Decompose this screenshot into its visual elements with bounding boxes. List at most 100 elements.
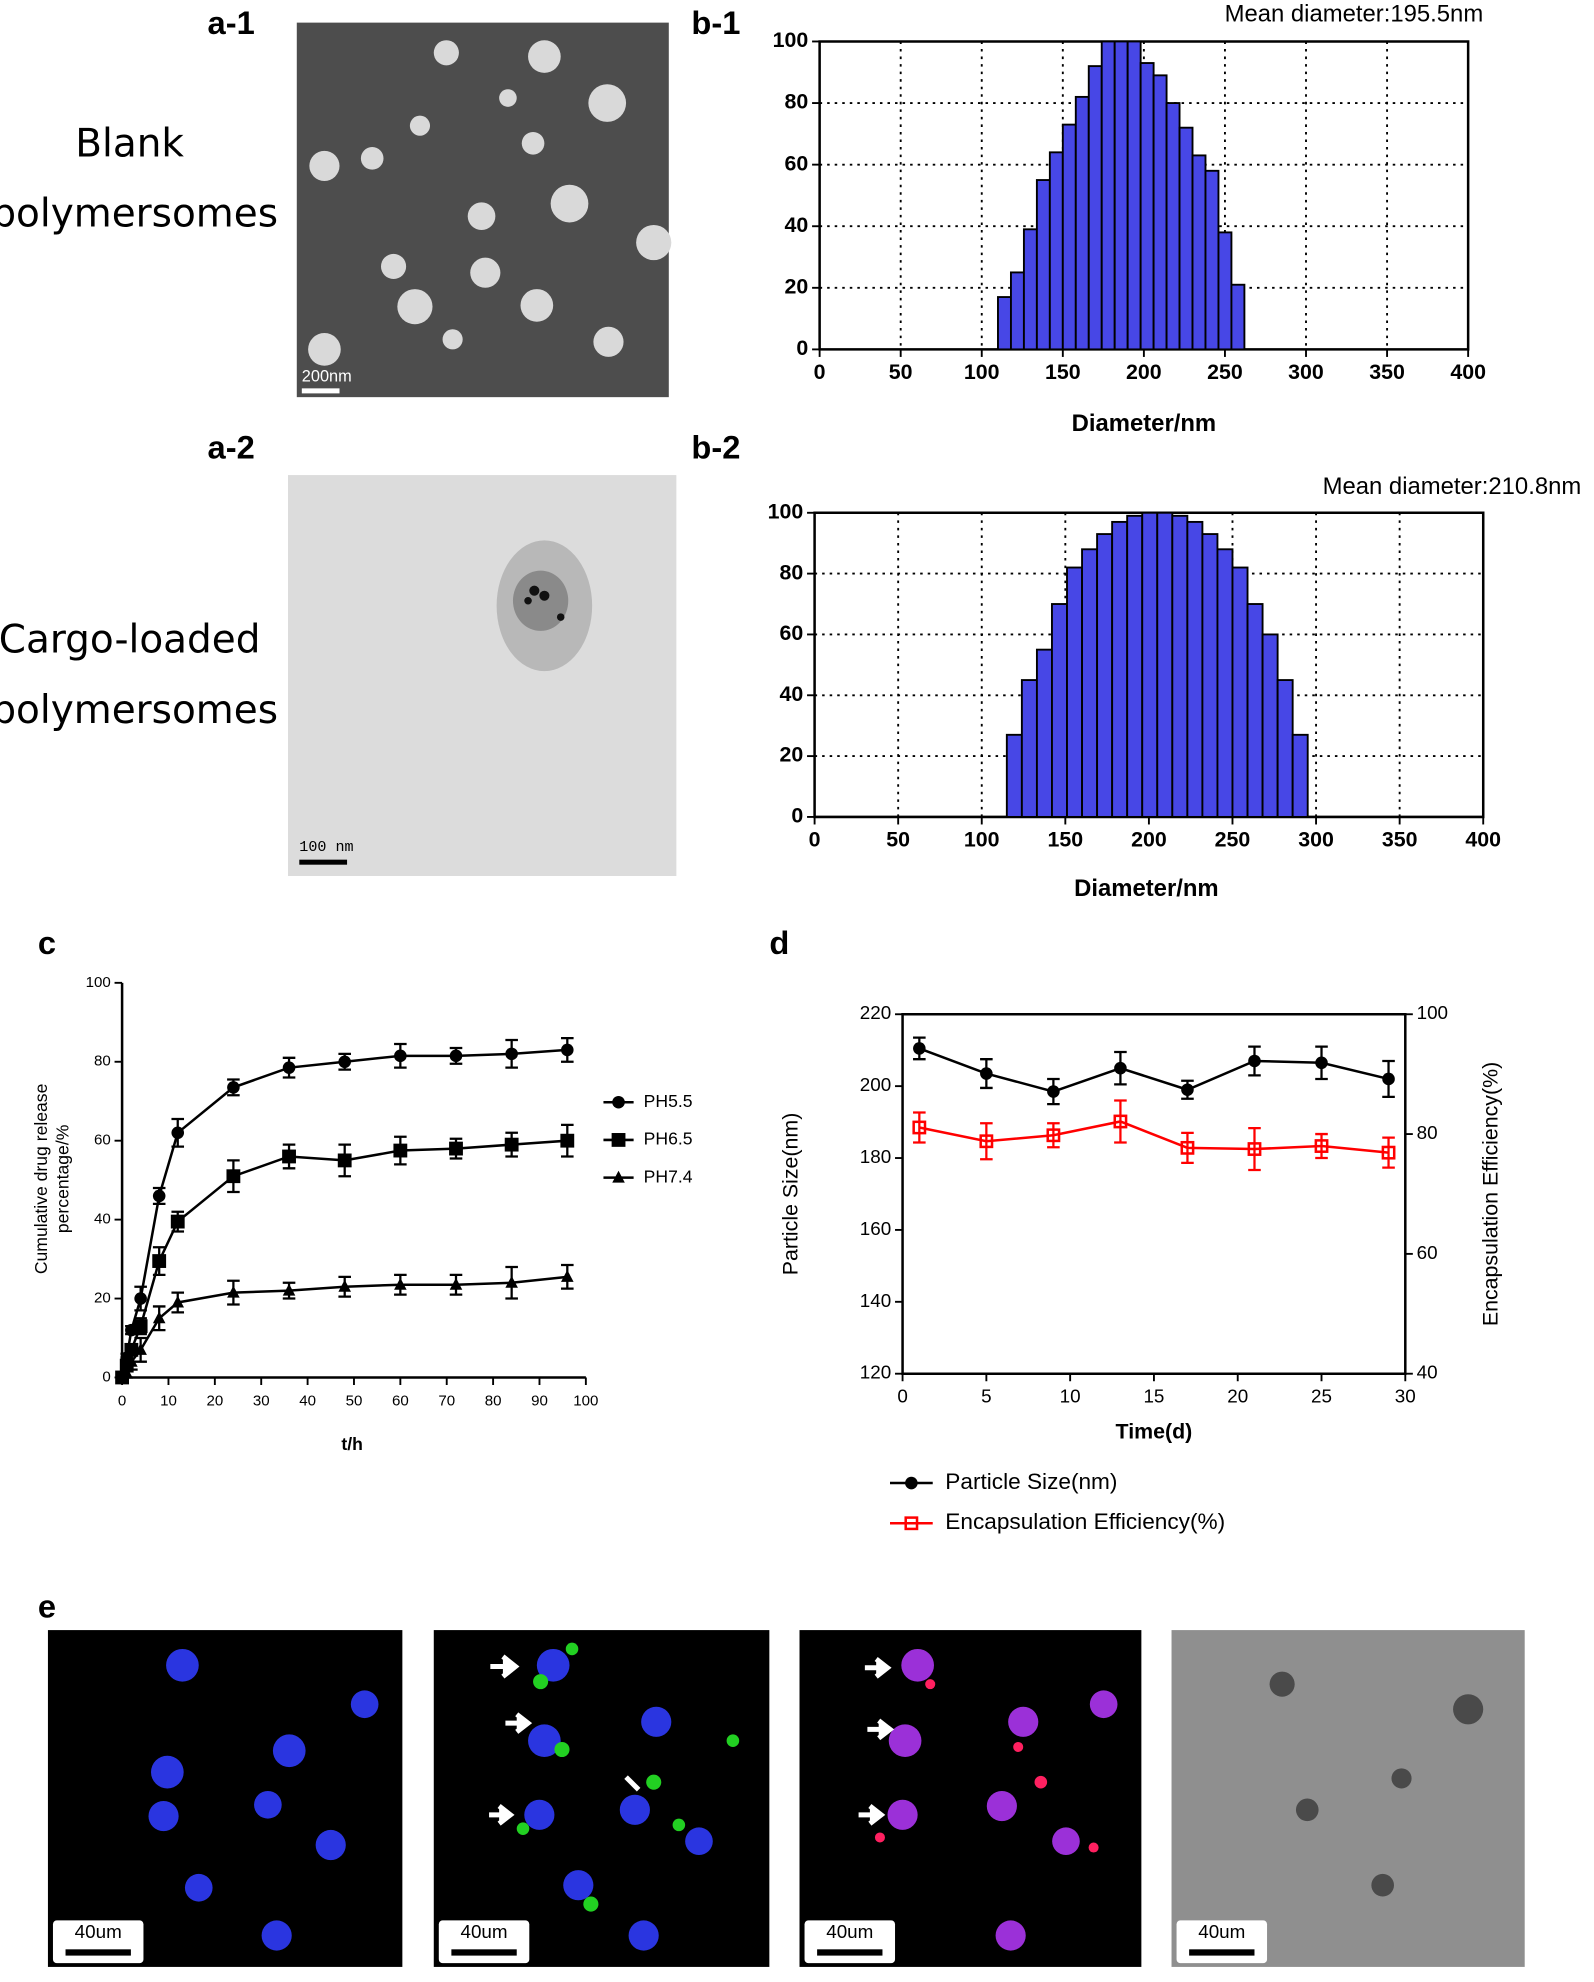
bar: [1178, 126, 1194, 351]
scale-bar-label: 40um: [826, 1921, 873, 1942]
legend-label: Particle Size(nm): [945, 1469, 1117, 1494]
y-tick-label: 0: [791, 804, 803, 828]
panel-label: b-2: [691, 429, 740, 466]
marker: [560, 1133, 575, 1148]
marker: [120, 1366, 134, 1379]
y-tick-label: 140: [860, 1290, 891, 1311]
caption: Blank: [75, 121, 184, 166]
marker: [1114, 1061, 1127, 1075]
x-tick-label: 200: [1131, 827, 1167, 851]
y-tick-label: 80: [780, 560, 804, 584]
x-tick-label: 200: [1126, 360, 1162, 384]
y2-tick-label: 100: [1417, 1002, 1448, 1023]
bar: [1216, 548, 1234, 818]
marker: [1181, 1083, 1194, 1097]
marker: [505, 1275, 518, 1288]
y-tick-label: 200: [860, 1074, 891, 1095]
bar: [1246, 603, 1264, 818]
bar: [1126, 514, 1144, 818]
y-tick-label: 20: [94, 1290, 111, 1307]
bar: [1061, 123, 1077, 351]
y-tick-label: 100: [768, 499, 804, 523]
marker: [338, 1055, 351, 1069]
y-tick-label: 40: [785, 213, 809, 237]
marker: [282, 1283, 296, 1296]
marker: [913, 1042, 926, 1055]
error-bar: [980, 1122, 993, 1161]
marker: [393, 1143, 408, 1158]
x-axis-title: t/h: [341, 1434, 362, 1454]
x-tick-label: 250: [1215, 827, 1251, 851]
marker: [133, 1319, 148, 1334]
error-bar: [1047, 1122, 1060, 1149]
x-tick-label: 60: [392, 1392, 409, 1409]
x-tick-label: 100: [964, 827, 1000, 851]
panel-label: b-1: [691, 4, 740, 41]
bar: [1087, 65, 1103, 351]
axis: [901, 1012, 1407, 1375]
marker: [505, 1047, 518, 1061]
y2-tick-label: 40: [1417, 1362, 1438, 1383]
error-bar: [1315, 1132, 1328, 1160]
marker: [171, 1126, 185, 1140]
marker: [227, 1081, 240, 1094]
x-tick-label: 15: [1143, 1386, 1164, 1407]
marker: [227, 1285, 240, 1298]
bar: [1230, 283, 1246, 351]
error-bar: [1248, 1126, 1261, 1172]
x-tick-label: 20: [206, 1392, 223, 1409]
y-axis-title: Cumulative drug release: [31, 1084, 51, 1275]
y-tick-label: 100: [773, 28, 809, 52]
x-tick-label: 25: [1311, 1386, 1332, 1407]
tem-image: [287, 475, 677, 877]
marker: [1180, 1140, 1195, 1155]
marker: [449, 1049, 463, 1063]
axis: [120, 982, 586, 1379]
y-tick-label: 40: [94, 1211, 111, 1228]
y-tick-label: 60: [785, 151, 809, 175]
x-axis-title: Diameter/nm: [1074, 875, 1219, 902]
panel-label: a-1: [208, 4, 255, 41]
bar: [1111, 520, 1129, 818]
error-bar: [1382, 1136, 1395, 1169]
marker: [152, 1254, 167, 1268]
bar: [1035, 179, 1051, 351]
marker: [905, 1476, 918, 1490]
panel-label: c: [38, 924, 56, 961]
y-tick-label: 220: [860, 1002, 891, 1023]
x-tick-label: 150: [1045, 360, 1081, 384]
x-tick-label: 350: [1369, 360, 1405, 384]
vesicles: [308, 40, 672, 366]
y-tick-label: 0: [796, 336, 808, 360]
x-tick-label: 100: [573, 1392, 598, 1409]
y-tick-label: 20: [780, 743, 804, 767]
x-tick-label: 0: [897, 1386, 907, 1407]
bar: [1156, 511, 1174, 818]
y-tick-label: 180: [860, 1146, 891, 1167]
y-tick-label: 80: [785, 90, 809, 114]
bar: [1141, 511, 1159, 818]
x-tick-label: 20: [1227, 1386, 1248, 1407]
x-tick-label: 50: [886, 827, 910, 851]
bar: [1020, 679, 1038, 818]
x-tick-label: 10: [1060, 1386, 1081, 1407]
caption: Cargo-loaded: [0, 618, 260, 663]
marker: [912, 1120, 927, 1135]
bar: [1081, 548, 1099, 818]
x-tick-label: 150: [1048, 827, 1084, 851]
caption: polymersomes: [0, 688, 278, 733]
bar: [1217, 231, 1233, 351]
marker: [152, 1311, 166, 1324]
x-tick-label: 70: [438, 1392, 455, 1409]
panel-label: e: [38, 1587, 56, 1624]
bar: [1171, 514, 1189, 818]
marker: [226, 1169, 241, 1184]
series-line: [918, 1047, 1389, 1093]
marker: [394, 1049, 407, 1063]
y-tick-label: 40: [780, 682, 804, 706]
bar: [1100, 40, 1116, 351]
bar: [1276, 679, 1294, 818]
bar: [1048, 151, 1064, 351]
series-line: [919, 1120, 1389, 1154]
